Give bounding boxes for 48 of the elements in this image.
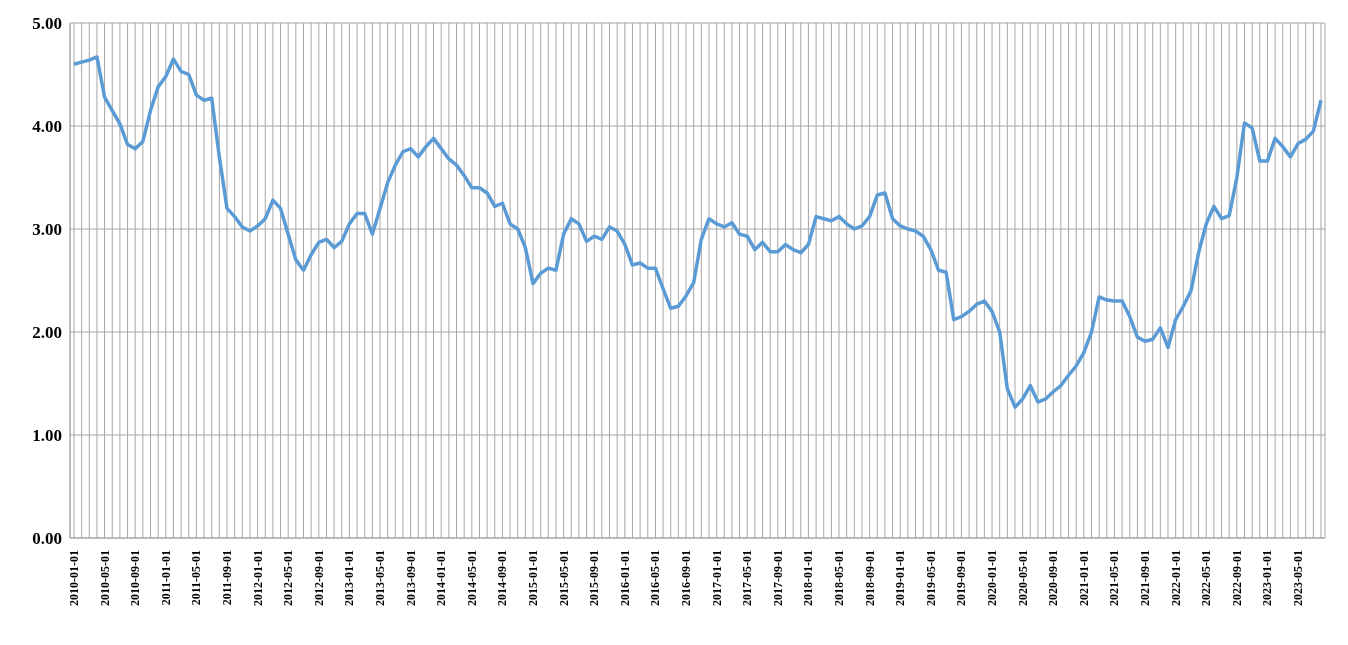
x-tick-label: 2022-09-01 xyxy=(1229,550,1244,606)
x-tick-label: 2013-05-01 xyxy=(373,550,388,606)
x-tick-label: 2010-05-01 xyxy=(97,550,112,606)
x-tick-label: 2021-09-01 xyxy=(1138,550,1153,606)
x-tick-label: 2018-01-01 xyxy=(801,550,816,606)
x-tick-label: 2020-05-01 xyxy=(1015,550,1030,606)
y-tick-label: 1.00 xyxy=(32,426,62,446)
y-tick-label: 0.00 xyxy=(32,529,62,549)
y-tick-label: 5.00 xyxy=(32,14,62,34)
x-tick-label: 2014-05-01 xyxy=(464,550,479,606)
x-tick-label: 2017-09-01 xyxy=(770,550,785,606)
x-tick-label: 2016-05-01 xyxy=(648,550,663,606)
line-series xyxy=(72,55,1323,409)
y-tick-label: 4.00 xyxy=(32,117,62,137)
x-tick-label: 2015-05-01 xyxy=(556,550,571,606)
x-tick-label: 2022-01-01 xyxy=(1168,550,1183,606)
x-tick-label: 2011-05-01 xyxy=(189,550,204,606)
x-tick-label: 2020-09-01 xyxy=(1046,550,1061,606)
x-tick-label: 2013-01-01 xyxy=(342,550,357,606)
x-tick-label: 2019-01-01 xyxy=(893,550,908,606)
x-tick-label: 2012-09-01 xyxy=(311,550,326,606)
y-tick-label: 2.00 xyxy=(32,323,62,343)
x-tick-label: 2017-05-01 xyxy=(740,550,755,606)
x-tick-label: 2010-09-01 xyxy=(128,550,143,606)
x-tick-label: 2012-05-01 xyxy=(281,550,296,606)
x-tick-label: 2015-01-01 xyxy=(526,550,541,606)
x-tick-label: 2013-09-01 xyxy=(403,550,418,606)
x-tick-label: 2023-01-01 xyxy=(1260,550,1275,606)
x-tick-label: 2011-09-01 xyxy=(220,550,235,606)
x-tick-label: 2019-09-01 xyxy=(954,550,969,606)
x-tick-label: 2016-09-01 xyxy=(679,550,694,606)
x-tick-label: 2020-01-01 xyxy=(985,550,1000,606)
y-tick-label: 3.00 xyxy=(32,220,62,240)
x-tick-label: 2018-05-01 xyxy=(832,550,847,606)
x-tick-label: 2011-01-01 xyxy=(158,550,173,606)
x-tick-label: 2023-05-01 xyxy=(1291,550,1306,606)
x-tick-label: 2021-05-01 xyxy=(1107,550,1122,606)
x-tick-label: 2022-05-01 xyxy=(1199,550,1214,606)
x-tick-label: 2014-01-01 xyxy=(434,550,449,606)
x-tick-label: 2010-01-01 xyxy=(67,550,81,606)
x-tick-label: 2017-01-01 xyxy=(709,550,724,606)
x-tick-label: 2015-09-01 xyxy=(587,550,602,606)
x-tick-label: 2021-01-01 xyxy=(1076,550,1091,606)
x-tick-label: 2014-09-01 xyxy=(495,550,510,606)
x-tick-label: 2016-01-01 xyxy=(617,550,632,606)
x-tick-label: 2018-09-01 xyxy=(862,550,877,606)
x-tick-label: 2019-05-01 xyxy=(923,550,938,606)
x-tick-label: 2012-01-01 xyxy=(250,550,265,606)
